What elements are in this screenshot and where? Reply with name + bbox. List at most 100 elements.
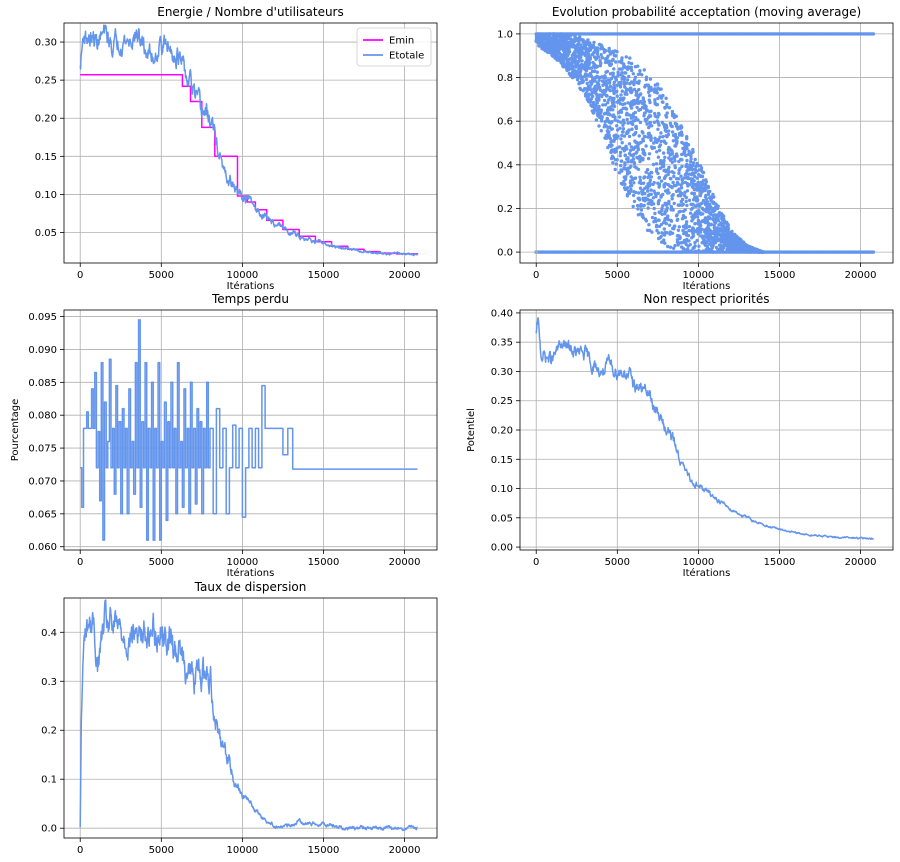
scatter-point xyxy=(599,117,604,121)
scatter-point xyxy=(599,75,604,79)
scatter-point xyxy=(648,192,652,197)
scatter-point xyxy=(646,83,650,87)
y-tick-label: 0.8 xyxy=(497,73,513,84)
scatter-point xyxy=(694,249,698,253)
scatter-point xyxy=(619,168,623,172)
scatter-point xyxy=(588,85,592,90)
scatter-point xyxy=(634,116,638,120)
scatter-point xyxy=(607,46,611,51)
scatter-point xyxy=(635,105,639,110)
scatter-point xyxy=(693,167,697,172)
scatter-point xyxy=(638,120,643,125)
chart-dispersion: 0 5000 10000 15000 20000 0.0 0.1 0.2 0.3 0.4 Taux … xyxy=(41,580,438,856)
x-tick-label: 20000 xyxy=(389,270,421,281)
scatter-point xyxy=(699,168,703,172)
scatter-point xyxy=(561,48,566,53)
y-tick-label: 0.30 xyxy=(35,38,57,49)
scatter-point xyxy=(646,135,650,139)
scatter-point xyxy=(640,101,644,106)
scatter-point xyxy=(619,159,623,163)
scatter-point xyxy=(686,176,690,181)
scatter-point xyxy=(666,217,670,222)
scatter-point xyxy=(685,158,689,163)
scatter-point xyxy=(716,230,720,234)
scatter-point xyxy=(629,187,633,192)
scatter-point xyxy=(588,80,592,84)
scatter-point xyxy=(639,204,643,208)
scatter-point xyxy=(619,67,623,71)
scatter-point xyxy=(629,145,634,149)
scatter-point xyxy=(720,213,724,217)
scatter-point xyxy=(596,111,600,115)
scatter-point xyxy=(706,192,711,196)
scatter-point xyxy=(585,81,589,86)
scatter-point xyxy=(540,46,544,51)
scatter-point xyxy=(634,190,638,195)
scatter-point xyxy=(619,93,623,97)
y-tick-label: 0.35 xyxy=(491,338,513,349)
y-tick-label: 0.060 xyxy=(28,542,57,553)
scatter-point xyxy=(706,223,710,227)
scatter-point xyxy=(684,240,688,244)
scatter-point xyxy=(646,206,650,210)
scatter-point xyxy=(741,249,746,254)
x-tick-label: 5000 xyxy=(149,845,174,856)
scatter-point xyxy=(686,244,690,248)
scatter-point xyxy=(631,177,635,181)
scatter-point xyxy=(707,242,711,246)
scatter-point xyxy=(612,67,616,71)
scatter-point xyxy=(599,53,603,57)
scatter-point xyxy=(678,241,683,245)
scatter-point xyxy=(613,54,618,58)
scatter-point xyxy=(670,130,675,134)
scatter-point xyxy=(685,220,689,224)
scatter-point xyxy=(712,226,716,230)
plot-area xyxy=(534,32,876,255)
scatter-point xyxy=(680,181,685,185)
scatter-point xyxy=(611,86,615,90)
scatter-point xyxy=(620,133,624,138)
scatter-point xyxy=(569,56,573,61)
scatter-point xyxy=(664,96,668,101)
scatter-point xyxy=(625,186,630,190)
scatter-point xyxy=(698,164,703,168)
scatter-point xyxy=(683,148,687,152)
scatter-point xyxy=(611,98,615,102)
scatter-point xyxy=(602,98,607,103)
y-tick-label: 0.6 xyxy=(497,117,513,128)
scatter-point xyxy=(674,124,679,128)
scatter-point xyxy=(547,34,551,38)
scatter-point xyxy=(615,94,619,98)
scatter-point xyxy=(602,112,607,116)
y-tick-label: 0.1 xyxy=(41,775,57,786)
x-tick-label: 0 xyxy=(533,270,539,281)
scatter-point xyxy=(619,80,623,85)
scatter-point xyxy=(699,234,703,238)
scatter-point xyxy=(573,75,577,79)
scatter-point xyxy=(617,145,622,149)
axes-frame xyxy=(63,309,438,551)
scatter-point xyxy=(684,141,688,146)
scatter-point xyxy=(653,216,657,221)
scatter-point xyxy=(654,169,659,173)
x-tick-label: 10000 xyxy=(226,270,258,281)
scatter-point xyxy=(589,66,594,70)
scatter-point xyxy=(630,127,634,131)
scatter-point xyxy=(591,79,595,83)
x-tick-label: 10000 xyxy=(226,845,258,856)
scatter-point xyxy=(721,246,726,250)
scatter-point xyxy=(635,97,640,102)
scatter-point xyxy=(671,193,675,197)
scatter-point xyxy=(578,46,582,50)
scatter-point xyxy=(615,89,619,94)
scatter-point xyxy=(622,149,626,153)
scatter-point xyxy=(723,221,727,225)
scatter-point xyxy=(664,113,668,118)
scatter-point xyxy=(593,90,598,94)
scatter-point xyxy=(584,87,588,91)
y-tick-label: 0.3 xyxy=(41,677,57,688)
y-tick-label: 1.0 xyxy=(497,29,513,40)
scatter-point xyxy=(611,161,615,165)
scatter-point xyxy=(618,84,623,88)
